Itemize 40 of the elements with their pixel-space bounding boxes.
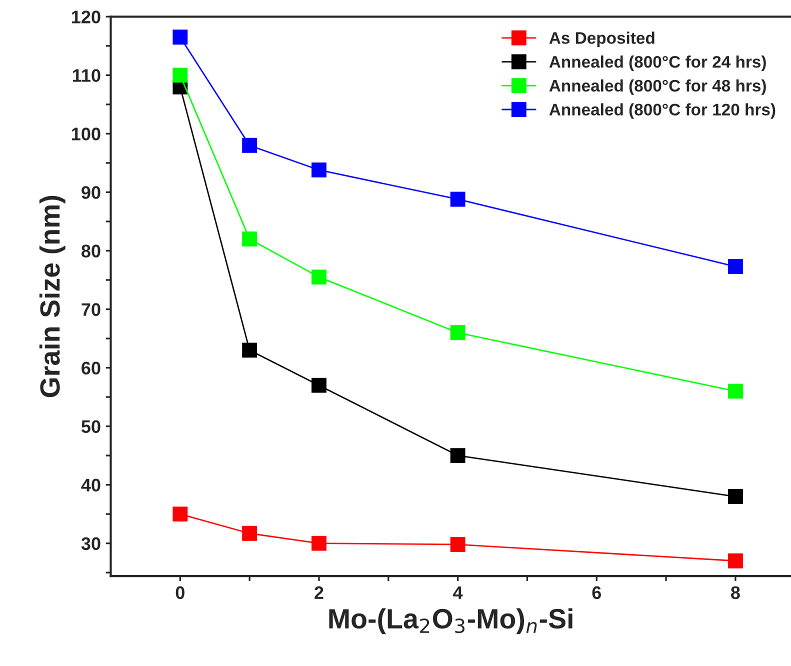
point	[450, 537, 466, 552]
legend-label: Annealed (800°C for 120 hrs)	[549, 103, 776, 119]
point	[242, 342, 258, 358]
legend-label: Annealed (800°C for 48 hrs)	[549, 79, 766, 95]
x-tick-label: 0	[176, 586, 184, 600]
point	[242, 526, 258, 541]
point	[312, 378, 326, 393]
point	[450, 448, 466, 464]
point	[450, 325, 466, 340]
point	[728, 553, 743, 568]
point	[728, 384, 743, 399]
y-tick-label: 70	[82, 303, 100, 316]
point	[450, 192, 466, 207]
x-axis-title: Mo-(La$_{2}$O$_{3}$-Mo)$_{n}$-Si	[329, 608, 572, 634]
y-tick-label: 60	[82, 362, 100, 374]
point	[172, 68, 188, 83]
x-tick-label: 4	[453, 586, 463, 599]
y-tick-label: 120	[72, 10, 100, 24]
point	[728, 489, 743, 504]
legend-label: Annealed (800°C for 24 hrs)	[549, 56, 766, 72]
y-axis-title: Grain Size (nm)	[39, 196, 66, 398]
legend-label: As Deposited	[549, 32, 654, 48]
y-tick-label: 80	[82, 244, 100, 258]
point	[242, 138, 258, 153]
point	[312, 536, 326, 551]
y-tick-label: 110	[73, 69, 100, 82]
point	[172, 30, 188, 45]
point	[312, 162, 326, 178]
x-tick-label: 2	[314, 586, 324, 599]
x-tick-label: 6	[592, 586, 602, 600]
point	[312, 270, 326, 285]
y-tick-label: 90	[82, 186, 100, 199]
x-tick-label: 8	[731, 586, 740, 600]
point	[242, 232, 258, 246]
y-tick-label: 50	[81, 420, 100, 433]
y-tick-label: 100	[72, 128, 100, 140]
y-tick-label: 40	[81, 478, 100, 492]
point	[728, 259, 743, 274]
point	[172, 506, 188, 522]
y-tick-label: 30	[81, 537, 100, 550]
